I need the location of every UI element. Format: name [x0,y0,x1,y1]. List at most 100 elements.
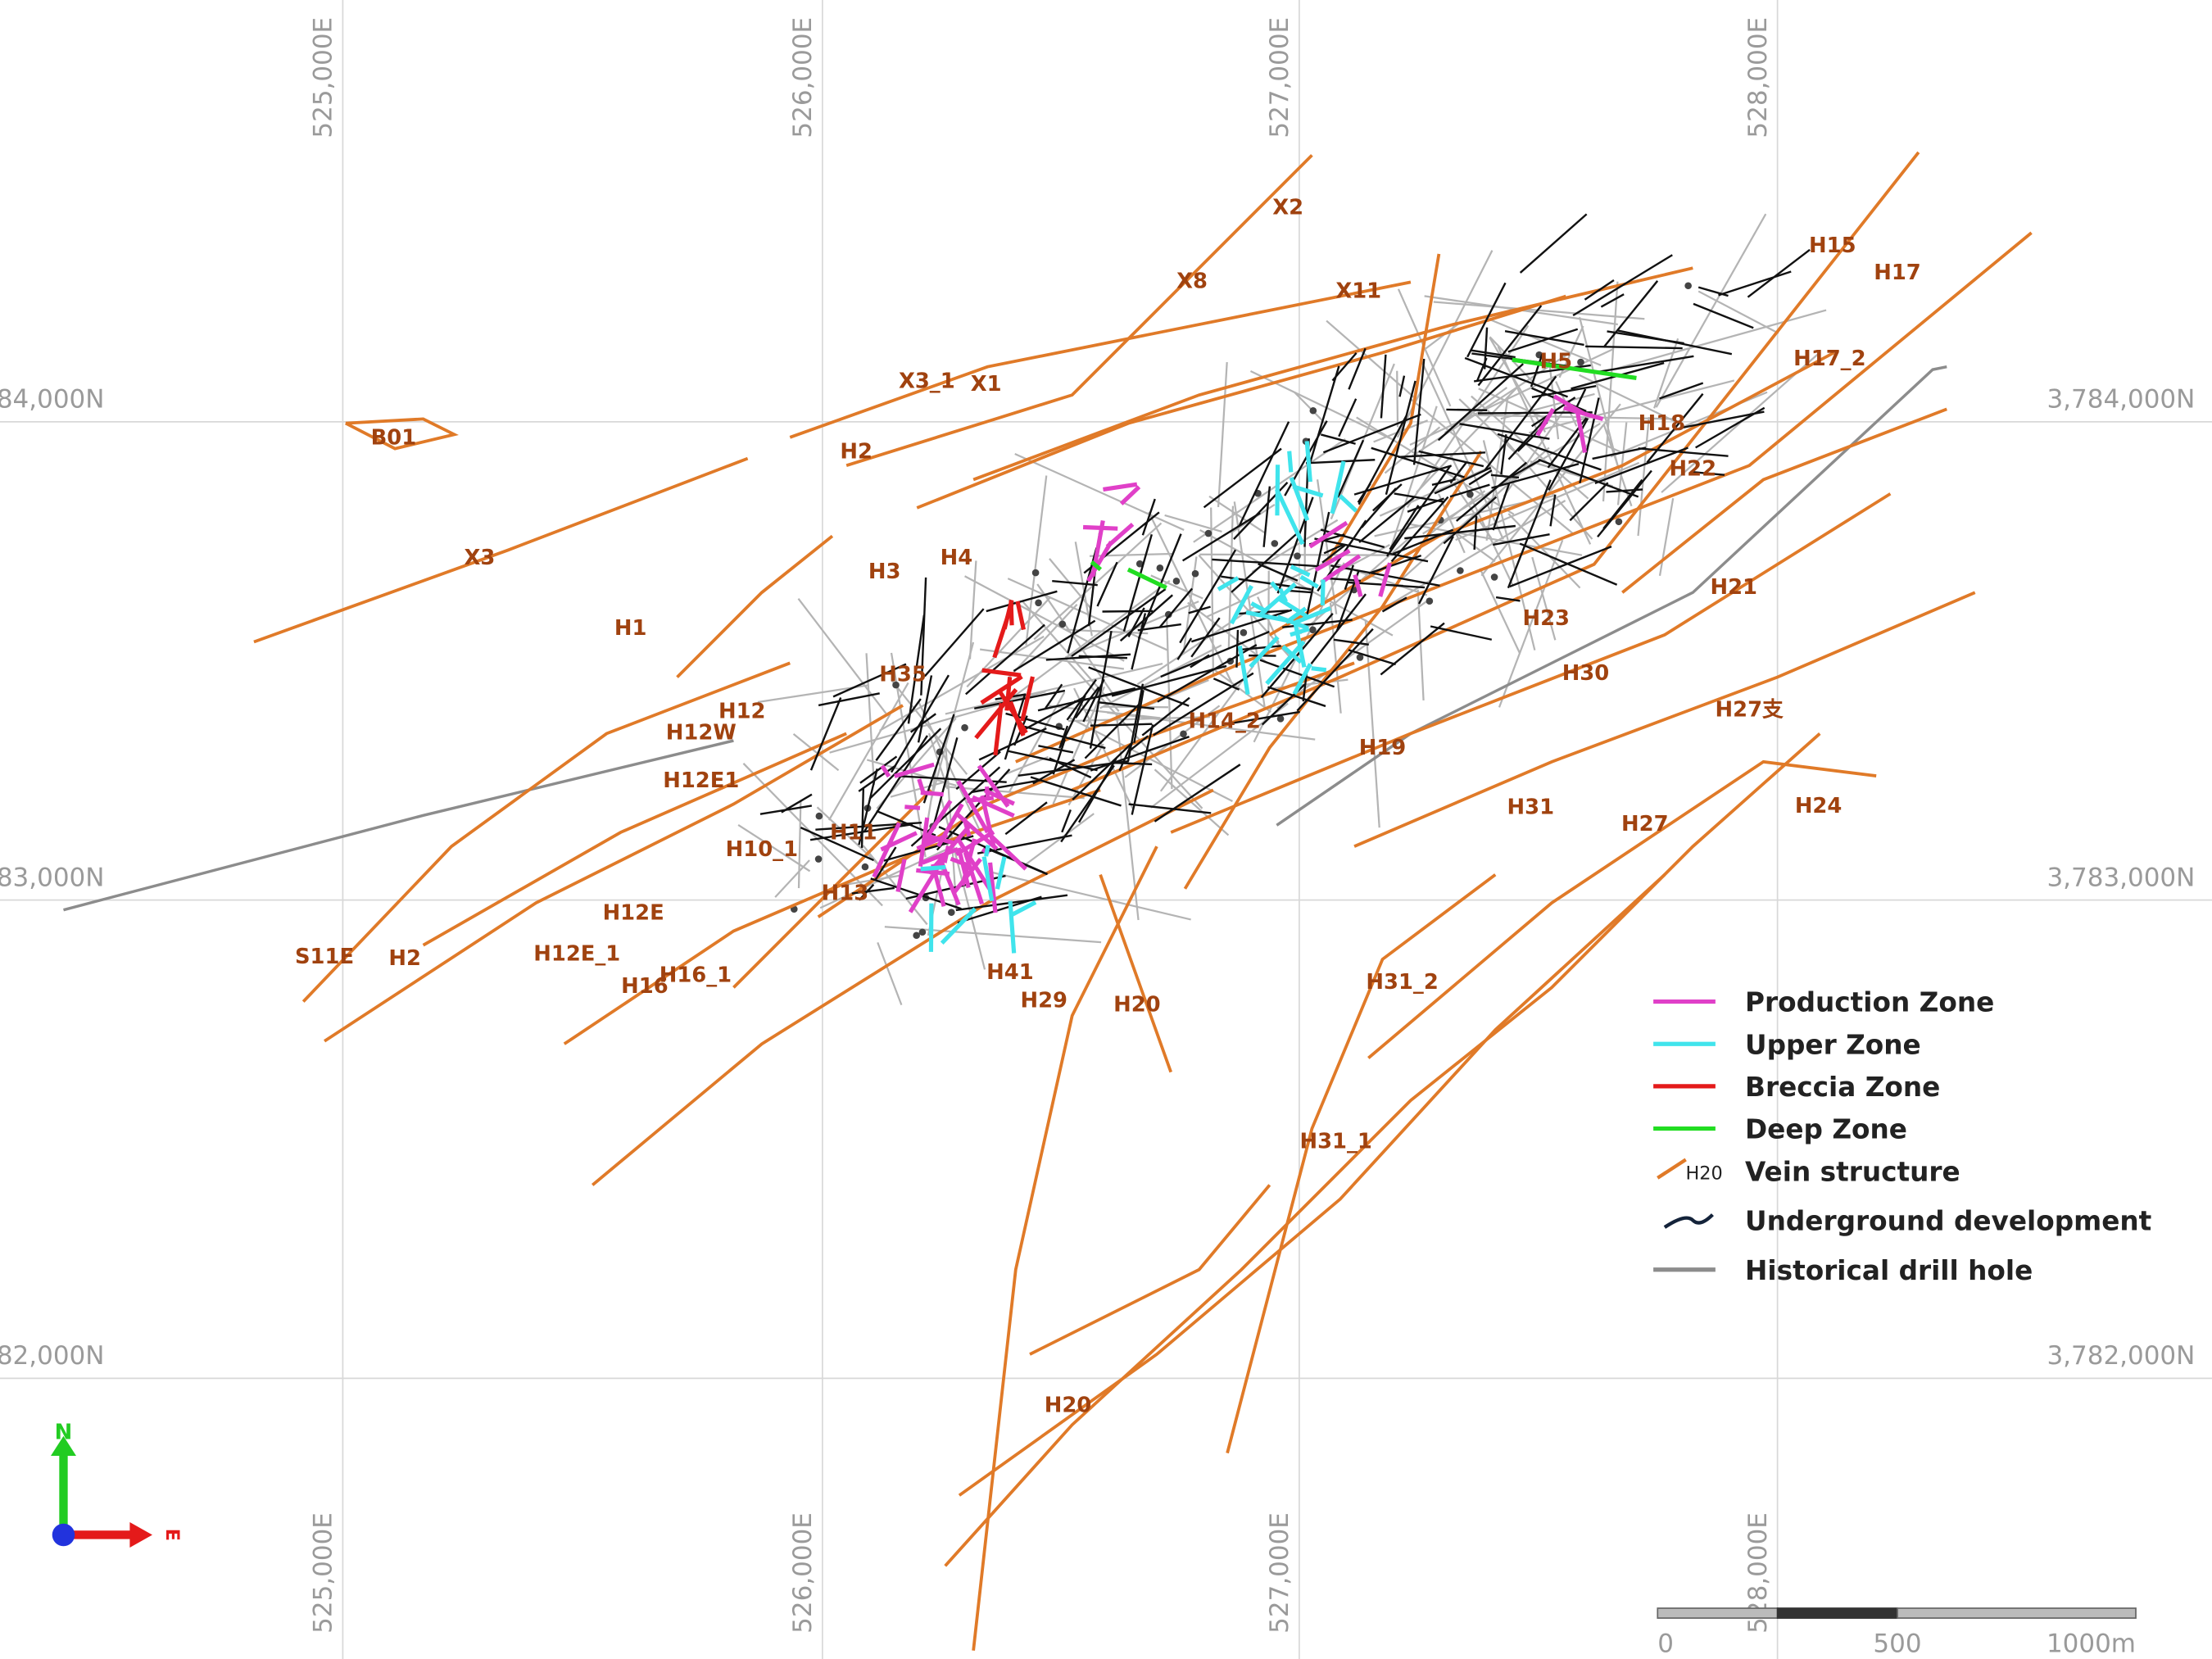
development [1004,801,1048,836]
drill-hole [1293,391,1327,425]
drill-hole [1021,600,1120,713]
development [1074,686,1100,719]
collar [1356,654,1364,661]
development [1141,498,1156,536]
vein-label: H17_2 [1793,347,1865,371]
drill-hole [1007,578,1168,651]
development [1690,470,1725,476]
drill-hole [1458,398,1518,455]
collar [1466,491,1474,498]
development [1072,741,1133,800]
vein [1621,407,1947,594]
zone-segment [1237,646,1250,696]
zone-segment [916,833,949,851]
vein [916,294,1566,510]
vein [789,280,1412,439]
collar [1156,564,1164,572]
drill-hole [1052,686,1106,805]
development [1443,496,1498,545]
development [1569,482,1609,522]
drill-hole [991,871,1191,921]
drill-hole [865,653,875,786]
legend-swatch [1663,1213,1714,1229]
drill-hole [1233,501,1266,709]
zone-segment [1276,614,1309,631]
zone-segment [895,859,907,893]
development [1348,649,1396,666]
zone-segment [1304,441,1312,483]
zone-segment [904,805,921,810]
zone-segment [1020,676,1035,722]
zone-segment [974,687,1018,740]
zone-segment [1320,579,1326,606]
vein-label: X2 [1272,196,1303,220]
drill-hole [1276,365,1947,827]
development [1507,328,1579,353]
vein-label: H20 [1045,1394,1092,1418]
collar [1164,610,1172,619]
development [1492,482,1511,531]
drill-hole [1578,316,1619,466]
zone-segment [987,862,998,913]
development [1418,536,1454,605]
vein [732,788,932,989]
development [1530,354,1543,388]
zone-segment [940,907,977,945]
legend-swatch [1657,1158,1687,1180]
development [1037,687,1136,712]
development [1067,547,1098,654]
collar [947,909,955,916]
development [1129,735,1149,751]
development [1471,349,1516,359]
development [1131,613,1147,670]
development [1466,282,1507,358]
collar [861,863,869,871]
development [809,697,842,771]
development [1392,528,1454,555]
development [1646,392,1704,464]
zone-segment [981,668,1022,678]
vein-label: H27 [1621,812,1669,836]
development [1137,623,1181,632]
drill-hole [1420,360,1504,540]
drill-hole [1025,475,1048,646]
development [1077,757,1117,823]
vein-label: H12W [666,720,737,745]
zone-segment [955,836,991,891]
development [1484,375,1557,471]
development [1497,433,1602,471]
scale-segment [1776,1607,1898,1619]
development [1394,492,1445,503]
development [1495,596,1521,602]
collar [1294,552,1301,560]
development [1464,356,1568,398]
development [1473,515,1478,550]
vein [1367,759,1877,1059]
vein-label: H10_1 [726,837,798,862]
zone-segment [1290,627,1310,637]
zone-segment [1292,663,1312,696]
development [1004,693,1027,760]
collar [1309,406,1317,415]
zone-segment [918,817,930,867]
development [1434,466,1492,495]
development [1176,637,1193,660]
development [1490,474,1520,479]
development [1504,329,1584,347]
collar [1180,730,1187,738]
zone-segment [1090,560,1103,572]
vein-label: H13 [822,882,869,906]
scale-segment [1657,1607,1779,1619]
legend-label: Breccia Zone [1745,1072,1940,1103]
zone-segment [1575,412,1588,453]
drill-hole [1637,416,1650,537]
collar [913,931,920,940]
development [1066,678,1097,721]
vein-label: H2 [388,946,421,971]
vein-label: S11E [295,945,354,969]
zone-segment [927,833,956,845]
zone-segment [954,811,999,851]
zone-segment [1265,640,1306,686]
development [1718,270,1792,297]
